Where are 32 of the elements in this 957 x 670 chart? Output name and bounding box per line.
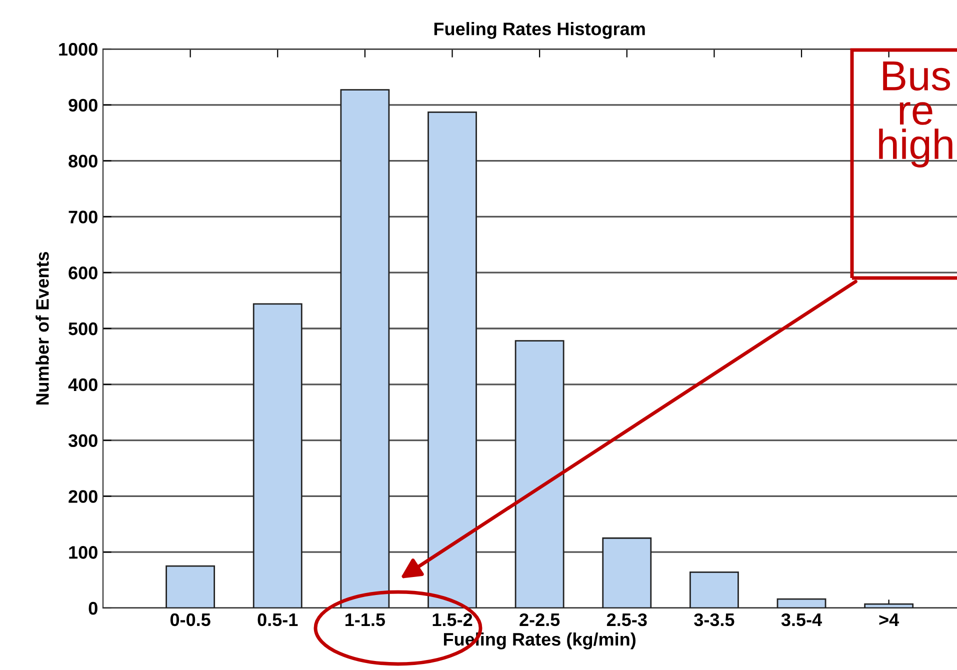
y-tick-label: 0 (88, 602, 98, 615)
chart-title: Fueling Rates Histogram (434, 22, 645, 39)
bar (689, 572, 739, 608)
y-axis-title: Number of Events (36, 252, 49, 405)
bar (776, 598, 826, 608)
y-tick-label: 100 (69, 546, 98, 559)
bar (252, 303, 302, 608)
y-tick-label: 500 (68, 322, 98, 336)
bar (602, 537, 652, 608)
annotation: Bus re high (879, 62, 952, 168)
x-tick-label: 2-2.5 (520, 613, 560, 626)
x-tick-label: 0.5-1 (258, 613, 298, 626)
y-tick-label: 1000 (59, 42, 98, 56)
bar (340, 89, 390, 608)
bar (514, 340, 564, 608)
x-tick-label: 2.5-3 (606, 613, 647, 626)
y-tick-label: 800 (68, 154, 98, 168)
bar (428, 111, 477, 608)
x-tick-label: 1.5-2 (432, 613, 472, 626)
y-tick-label: 200 (68, 490, 98, 503)
y-tick-label: 400 (68, 378, 98, 392)
x-tick-label: 0-0.5 (170, 613, 210, 626)
y-tick-label: 600 (68, 266, 98, 280)
x-tick-label: 3-3.5 (694, 613, 734, 626)
x-tick-label: >4 (879, 614, 900, 626)
y-tick-label: 300 (68, 434, 98, 448)
bar (166, 565, 216, 608)
x-tick-label: 1-1.5 (346, 614, 386, 626)
x-tick-label: 3.5-4 (781, 613, 822, 626)
y-tick-label: 700 (68, 210, 98, 224)
bar (864, 603, 914, 608)
y-tick-label: 900 (68, 98, 98, 112)
